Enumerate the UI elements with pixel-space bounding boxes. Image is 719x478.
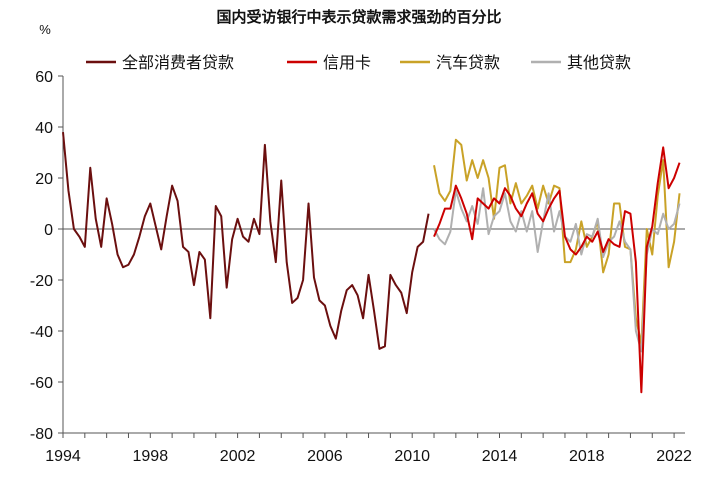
series-line-3 [433, 187, 681, 353]
x-tick-label: 2014 [482, 448, 518, 465]
chart-title: 国内受访银行中表示贷款需求强劲的百分比 [216, 8, 501, 26]
y-axis-unit: % [39, 22, 51, 37]
axes: 60 40 20 0 -20 -40 -60 -80 1994 1998 2002 2006 2010 2… [30, 69, 692, 465]
y-tick-label: 20 [35, 171, 53, 188]
y-tick-label: -40 [30, 324, 53, 341]
x-tick-label: 2010 [394, 448, 430, 465]
series-line-1 [433, 146, 681, 394]
y-tick-label: -80 [30, 426, 53, 443]
y-tick-label: 40 [35, 120, 53, 137]
y-tick-label: 60 [35, 69, 53, 86]
legend-label-1: 信用卡 [323, 53, 371, 72]
plot-area [62, 132, 681, 394]
y-tick-label: -60 [30, 375, 53, 392]
y-tick-label: -20 [30, 273, 53, 290]
legend-label-2: 汽车贷款 [436, 53, 500, 72]
series-line-0 [62, 132, 430, 350]
legend-label-0: 全部消费者贷款 [122, 53, 234, 72]
x-tick-label: 2022 [656, 448, 692, 465]
legend: 全部消费者贷款 信用卡 汽车贷款 其他贷款 [86, 53, 631, 72]
x-tick-label: 1998 [133, 448, 169, 465]
x-tick-label: 2006 [307, 448, 343, 465]
legend-label-3: 其他贷款 [567, 53, 631, 72]
y-tick-label: 0 [44, 222, 53, 239]
x-tick-label: 1994 [45, 448, 81, 465]
x-tick-label: 2002 [220, 448, 256, 465]
x-tick-label: 2018 [569, 448, 605, 465]
